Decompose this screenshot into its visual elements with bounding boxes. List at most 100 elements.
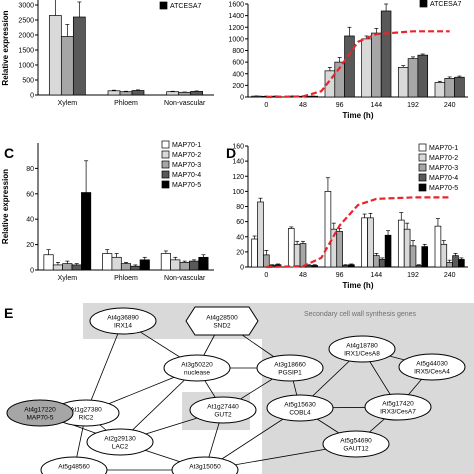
bar-d-3-0 bbox=[361, 217, 368, 268]
panel-a: 0 500 1000 1500 2000 2500 3000 Xylem Phloem Non-v… bbox=[1, 0, 214, 107]
y-tick-label: 200 bbox=[232, 83, 244, 90]
node-gene-n9: COBL4 bbox=[289, 410, 311, 417]
panel-b: 0 200 400 600 800 1000 1200 1400 1600 0 48 96 144 192… bbox=[228, 0, 468, 120]
x-tick-label: Xylem bbox=[58, 100, 78, 107]
x-tick-label: 96 bbox=[336, 102, 344, 109]
node-id-n2: At4g28500 bbox=[206, 315, 238, 322]
node-shape-n2 bbox=[185, 306, 259, 336]
y-tick-label: 0 bbox=[240, 95, 244, 102]
y-tick-label: 1500 bbox=[18, 48, 34, 55]
node-shape-n12 bbox=[398, 353, 466, 381]
bar-b-3-1 bbox=[371, 32, 382, 98]
bar-d-1-1 bbox=[293, 243, 301, 268]
y-tick-label: 20 bbox=[26, 242, 34, 249]
node-gene-n6: MAP70-5 bbox=[26, 415, 53, 422]
node-shape-n6 bbox=[6, 399, 74, 427]
node-shape-n4 bbox=[256, 354, 324, 382]
bar-d-3-4 bbox=[384, 234, 392, 268]
node-shape-n1 bbox=[89, 307, 157, 335]
legend-label-d-3: MAP70-4 bbox=[429, 175, 458, 182]
node-shape-n10 bbox=[364, 393, 432, 421]
bar-d-4-0 bbox=[397, 219, 405, 268]
legend-label-c-1: MAP70-2 bbox=[172, 152, 201, 159]
legend-label-d-2: MAP70-3 bbox=[429, 165, 458, 172]
node-id-n1: At4g36890 bbox=[107, 315, 139, 322]
bar-b-4-1 bbox=[407, 58, 419, 98]
node-gene-n12: IRX5/CesA4 bbox=[414, 369, 450, 376]
legend-swatch-c-4 bbox=[161, 180, 170, 189]
x-tick-label: 48 bbox=[299, 102, 307, 109]
x-tick-label: 0 bbox=[264, 272, 268, 279]
node-gene-n4: PGSIP1 bbox=[278, 370, 302, 377]
x-tick-label: 240 bbox=[444, 102, 456, 109]
bar-a-1-1 bbox=[119, 91, 133, 96]
y-tick-label: 800 bbox=[232, 48, 244, 55]
panel-letter-d: D bbox=[226, 145, 236, 161]
y-axis-label: Relative expression bbox=[1, 169, 10, 244]
node-id-n3: At3g50220 bbox=[181, 362, 213, 369]
node-id-n10: At5g17420 bbox=[382, 401, 414, 408]
panel-d: 0 20 40 60 80 100 120 140 160 0 48 96 144 192 240 Time … bbox=[232, 144, 468, 290]
node-id-n8: At2g29130 bbox=[104, 436, 136, 443]
legend-label-a-0: ATCESA7 bbox=[170, 3, 201, 10]
node-gene-n2: SND2 bbox=[213, 323, 231, 330]
node-id-n11: At4g18780 bbox=[346, 343, 378, 350]
y-tick-label: 1000 bbox=[228, 36, 244, 43]
bar-a-2-1 bbox=[178, 91, 192, 96]
node-shape-n3 bbox=[163, 354, 231, 382]
x-tick-label: Xylem bbox=[58, 275, 78, 282]
bar-d-2-3 bbox=[342, 265, 349, 268]
bar-b-5-1 bbox=[444, 78, 455, 98]
bar-a-2-2 bbox=[190, 91, 204, 96]
node-gene-n8: LAC2 bbox=[112, 444, 129, 451]
bar-d-2-4 bbox=[348, 264, 355, 268]
node-id-n4: At3g18660 bbox=[274, 362, 306, 369]
x-tick-label: 96 bbox=[336, 272, 344, 279]
y-tick-label: 80 bbox=[236, 204, 244, 211]
bar-b-5-0 bbox=[434, 82, 446, 98]
bar-c-1-2 bbox=[120, 263, 132, 271]
node-gene-n11: IRX1/CesA8 bbox=[344, 351, 380, 358]
bar-c-1-3 bbox=[130, 265, 141, 271]
bar-c-0-1 bbox=[52, 264, 63, 271]
bar-d-3-3 bbox=[378, 259, 386, 268]
bar-a-0-1 bbox=[60, 36, 74, 96]
y-tick-label: 160 bbox=[232, 144, 244, 151]
bar-c-0-4 bbox=[81, 192, 92, 271]
bar-d-0-2 bbox=[263, 254, 270, 268]
bar-d-1-2 bbox=[299, 243, 307, 268]
panel-c: 0 20 40 60 80 Xylem Phloem Non-vascular Relative… bbox=[1, 140, 214, 282]
x-axis-label: Time (h) bbox=[343, 281, 374, 290]
bar-a-2-0 bbox=[166, 91, 180, 96]
x-tick-label: Non-vascular bbox=[164, 100, 206, 107]
y-tick-label: 0 bbox=[30, 93, 34, 100]
y-tick-label: 40 bbox=[26, 217, 34, 224]
bar-d-5-4 bbox=[458, 259, 465, 268]
legend-label-d-4: MAP70-5 bbox=[429, 185, 458, 192]
bar-d-5-3 bbox=[452, 255, 459, 268]
panel-letter-e: E bbox=[4, 305, 13, 321]
bar-c-2-1 bbox=[170, 259, 181, 271]
bar-d-5-1 bbox=[440, 243, 448, 268]
node-gene-n3: nuclease bbox=[184, 370, 210, 377]
legend-label-b-0: ATCESA7 bbox=[430, 1, 461, 8]
node-gene-n10: IRX3/CesA7 bbox=[380, 409, 416, 416]
x-tick-label: 0 bbox=[264, 102, 268, 109]
bar-d-4-1 bbox=[403, 228, 411, 268]
x-tick-label: 192 bbox=[407, 272, 419, 279]
node-shape-n14 bbox=[40, 456, 108, 474]
bar-b-3-2 bbox=[380, 10, 392, 98]
node-shape-n8 bbox=[86, 428, 154, 456]
legend-swatch-a-0 bbox=[159, 1, 168, 10]
y-tick-label: 2000 bbox=[18, 33, 34, 40]
y-tick-label: 400 bbox=[232, 71, 244, 78]
legend-swatch-c-0 bbox=[161, 140, 170, 149]
node-id-n7: At1g27440 bbox=[207, 404, 239, 411]
node-shape-n7 bbox=[189, 396, 257, 424]
y-tick-label: 1600 bbox=[228, 2, 244, 9]
y-tick-label: 0 bbox=[30, 268, 34, 275]
legend-swatch-d-1 bbox=[418, 153, 427, 162]
y-tick-label: 600 bbox=[232, 60, 244, 67]
bar-c-2-0 bbox=[160, 253, 171, 271]
